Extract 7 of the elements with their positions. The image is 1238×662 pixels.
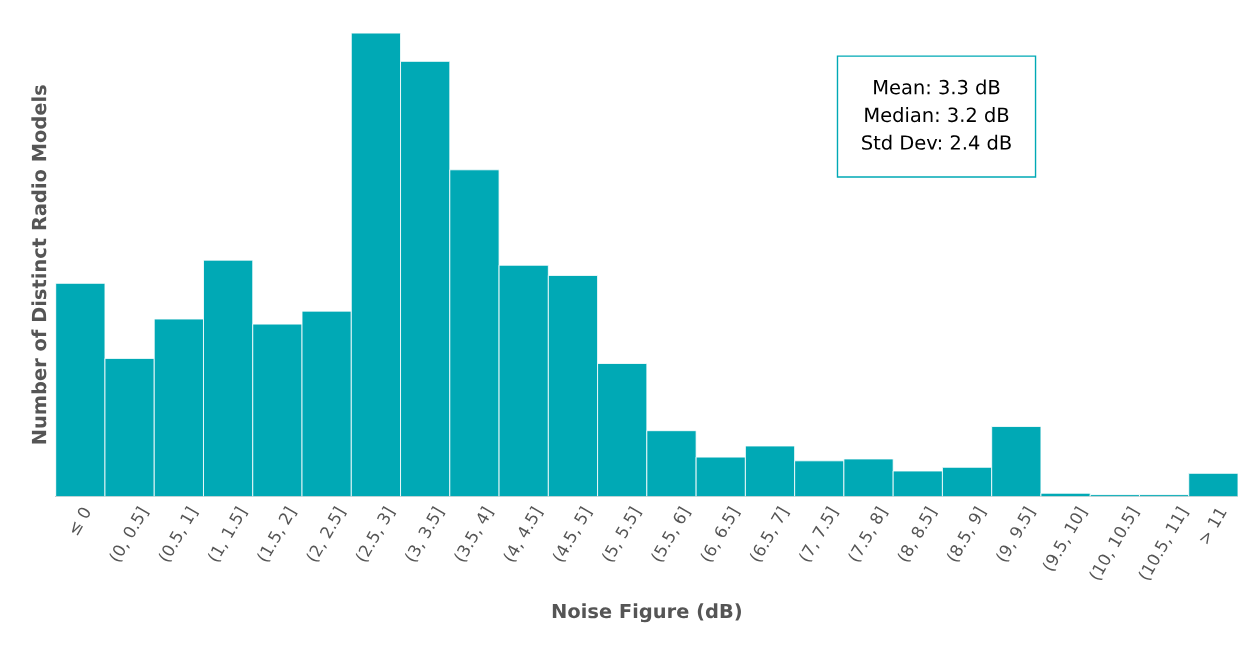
y-axis-title: Number of Distinct Radio Models	[31, 85, 47, 444]
x-tick-label: > 11	[1197, 506, 1227, 545]
annotation: Mean: 3.3 dB	[874, 79, 1000, 95]
annotation: Median: 3.2 dB	[865, 107, 1009, 123]
x-tick-label: ≤ 0	[67, 505, 92, 536]
x-axis-title: Noise Figure (dB)	[552, 603, 741, 623]
annotation: Std Dev: 2.4 dB	[862, 134, 1011, 150]
